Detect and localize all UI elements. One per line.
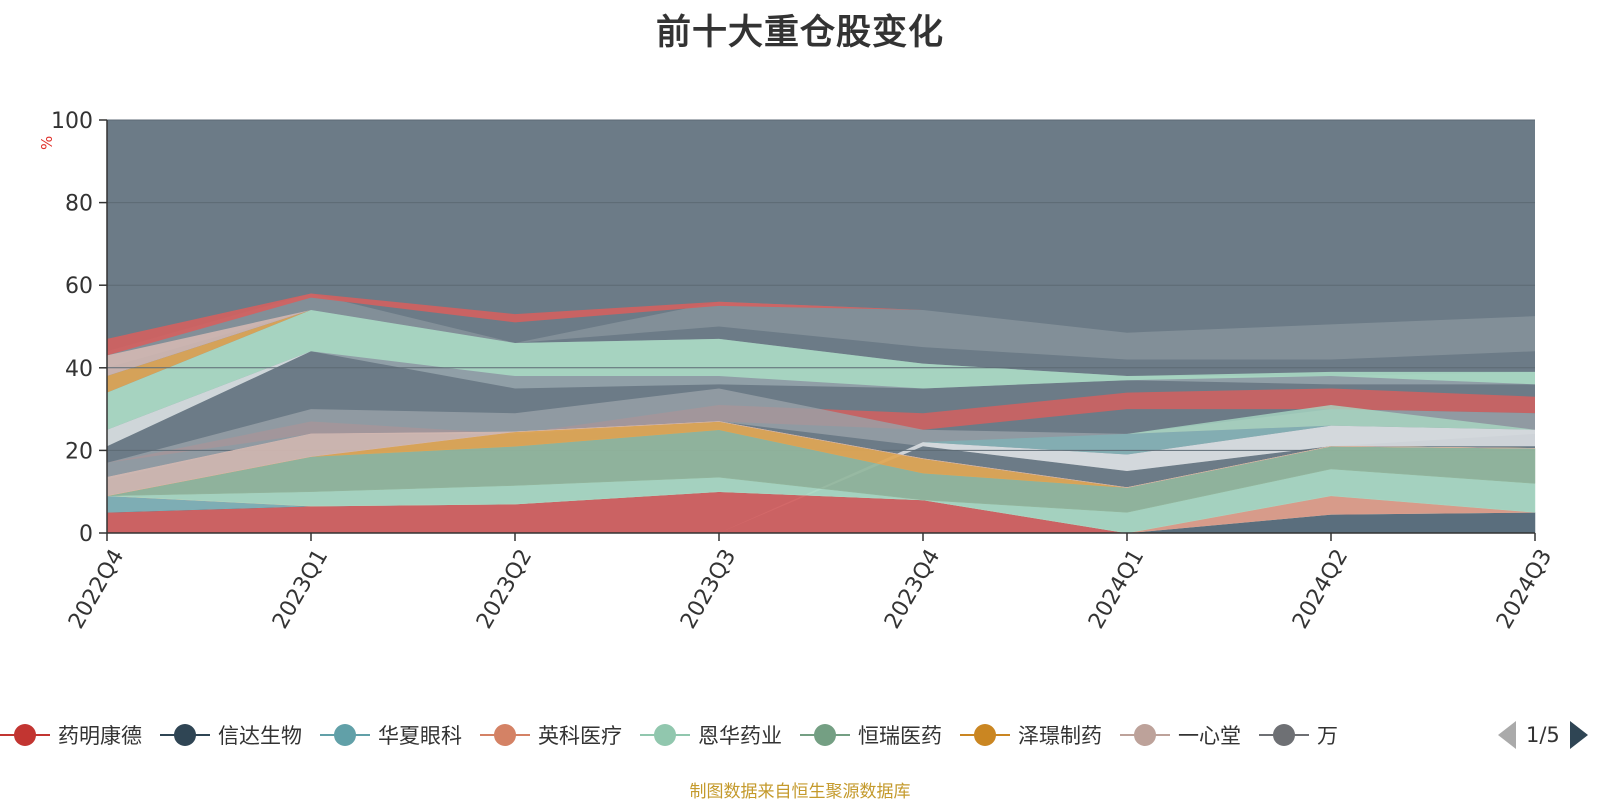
legend-item-7[interactable]: 一心堂 bbox=[1120, 720, 1241, 750]
y-tick-label: 40 bbox=[65, 357, 93, 382]
legend-items: 药明康德 信达生物 华夏眼科 英科医疗 恩华药业 恒瑞医药 泽璟制药 一心堂 万 bbox=[0, 715, 1480, 755]
legend-item-4[interactable]: 恩华药业 bbox=[640, 720, 782, 750]
legend-label: 一心堂 bbox=[1178, 724, 1241, 748]
x-tick-label: 2024Q1 bbox=[1084, 545, 1149, 633]
legend-label: 英科医疗 bbox=[538, 724, 622, 748]
legend: 药明康德 信达生物 华夏眼科 英科医疗 恩华药业 恒瑞医药 泽璟制药 一心堂 万 1/5 bbox=[0, 715, 1600, 755]
legend-marker-icon bbox=[160, 723, 210, 747]
legend-label: 泽璟制药 bbox=[1018, 724, 1102, 748]
legend-clip: 药明康德 信达生物 华夏眼科 英科医疗 恩华药业 恒瑞医药 泽璟制药 一心堂 万 bbox=[0, 715, 1480, 755]
legend-marker-icon bbox=[1120, 723, 1170, 747]
legend-marker-icon bbox=[800, 723, 850, 747]
x-tick-label: 2024Q2 bbox=[1288, 545, 1353, 633]
y-tick-label: 0 bbox=[79, 522, 93, 547]
x-tick-label: 2022Q4 bbox=[64, 545, 129, 633]
legend-marker-icon bbox=[960, 723, 1010, 747]
legend-marker-icon bbox=[640, 723, 690, 747]
legend-label: 药明康德 bbox=[58, 724, 142, 748]
legend-item-5[interactable]: 恒瑞医药 bbox=[800, 720, 942, 750]
legend-item-8[interactable]: 万 bbox=[1259, 720, 1338, 750]
legend-marker-icon bbox=[320, 723, 370, 747]
x-tick-label: 2023Q2 bbox=[472, 545, 537, 633]
decor-band-6 bbox=[107, 309, 1535, 430]
legend-label: 万 bbox=[1317, 724, 1338, 748]
x-tick-label: 2023Q1 bbox=[268, 545, 333, 633]
legend-pager: 1/5 bbox=[1498, 715, 1588, 755]
decor-band-0 bbox=[107, 293, 1535, 368]
y-tick-label: 100 bbox=[51, 109, 93, 134]
legend-label: 恒瑞医药 bbox=[858, 724, 942, 748]
legend-label: 华夏眼科 bbox=[378, 724, 462, 748]
legend-marker-icon bbox=[480, 723, 530, 747]
legend-item-0[interactable]: 药明康德 bbox=[0, 720, 142, 750]
y-tick-label: 60 bbox=[65, 274, 93, 299]
legend-page-indicator: 1/5 bbox=[1526, 723, 1560, 747]
legend-item-6[interactable]: 泽璟制药 bbox=[960, 720, 1102, 750]
legend-item-3[interactable]: 英科医疗 bbox=[480, 720, 622, 750]
decor-band-11 bbox=[107, 404, 1535, 533]
y-tick-label: 20 bbox=[65, 439, 93, 464]
data-source-note: 制图数据来自恒生聚源数据库 bbox=[689, 782, 911, 802]
previous-page-icon[interactable] bbox=[1498, 721, 1516, 749]
x-tick-label: 2024Q3 bbox=[1492, 545, 1557, 633]
legend-label: 恩华药业 bbox=[698, 724, 782, 748]
legend-item-2[interactable]: 华夏眼科 bbox=[320, 720, 462, 750]
chart-title: 前十大重仓股变化 bbox=[655, 13, 944, 53]
decor-band-9 bbox=[107, 425, 1535, 533]
legend-marker-icon bbox=[1259, 723, 1309, 747]
legend-label: 信达生物 bbox=[218, 724, 302, 748]
area-series-7 bbox=[106, 421, 1536, 497]
y-tick-label: 80 bbox=[65, 192, 93, 217]
x-tick-label: 2023Q4 bbox=[880, 545, 945, 633]
x-tick-label: 2023Q3 bbox=[676, 545, 741, 633]
legend-item-1[interactable]: 信达生物 bbox=[160, 720, 302, 750]
decor-band-5 bbox=[107, 293, 1535, 356]
legend-marker-icon bbox=[0, 723, 50, 747]
next-page-icon[interactable] bbox=[1569, 721, 1588, 749]
